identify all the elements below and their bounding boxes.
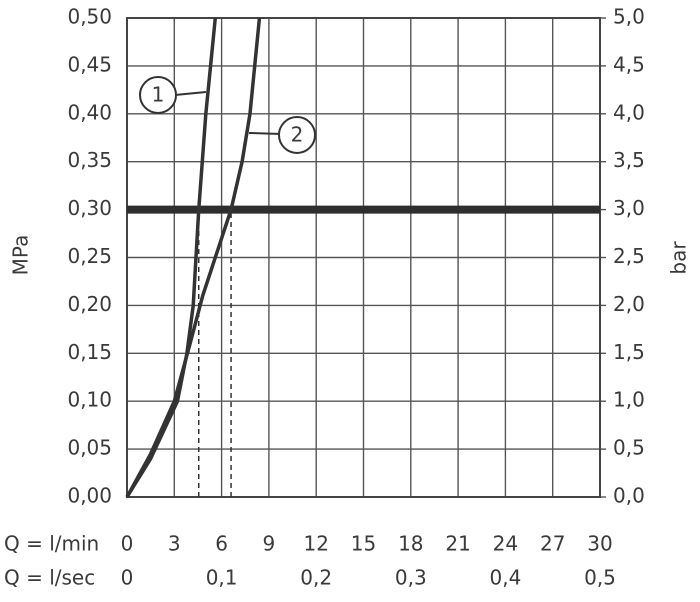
y2-tick-label: 4,0: [613, 100, 645, 124]
x-axis-label: Q = l/min: [4, 532, 99, 556]
x-tick-label: 27: [540, 532, 565, 556]
y2-tick-label: 2,0: [613, 292, 645, 316]
x-tick-label: 15: [351, 532, 376, 556]
x2-tick-label: 0,4: [489, 566, 521, 590]
x-tick-label: 0: [121, 532, 134, 556]
x2-tick-label: 0,1: [206, 566, 238, 590]
x2-axis-label: Q = l/sec: [4, 566, 95, 590]
y2-axis-label: bar: [667, 241, 691, 275]
y2-tick-label: 3,0: [613, 196, 645, 220]
y2-tick-label: 3,5: [613, 148, 645, 172]
y-tick-label: 0,25: [67, 244, 112, 268]
x-tick-label: 3: [168, 532, 181, 556]
y-tick-label: 0,15: [67, 340, 112, 364]
x2-tick-label: 0,2: [300, 566, 332, 590]
label-circle: [139, 76, 177, 114]
y-tick-label: 0,40: [67, 100, 112, 124]
y2-tick-label: 1,0: [613, 388, 645, 412]
series-label: 1: [152, 83, 165, 107]
line-series: [125, 17, 262, 498]
line-series: [125, 17, 218, 498]
y-tick-label: 0,50: [67, 5, 112, 29]
x-tick-label: 6: [215, 532, 228, 556]
y-axis-label: MPa: [9, 235, 33, 276]
x-tick-label: 24: [493, 532, 518, 556]
y2-tick-label: 2,5: [613, 244, 645, 268]
y-tick-label: 0,20: [67, 292, 112, 316]
y-tick-label: 0,00: [67, 484, 112, 508]
y2-tick-label: 5,0: [613, 5, 645, 29]
x2-tick-label: 0,5: [584, 566, 616, 590]
y-tick-label: 0,30: [67, 196, 112, 220]
y-tick-label: 0,35: [67, 148, 112, 172]
x-tick-label: 12: [303, 532, 328, 556]
y2-tick-label: 4,5: [613, 52, 645, 76]
x2-tick-label: 0: [121, 566, 134, 590]
series-label: 2: [291, 123, 304, 147]
x-tick-label: 21: [445, 532, 470, 556]
x-tick-label: 18: [398, 532, 423, 556]
y-tick-label: 0,45: [67, 52, 112, 76]
label-circle: [278, 116, 316, 154]
plot-border: [126, 17, 601, 498]
x-tick-label: 9: [263, 532, 276, 556]
x-tick-label: 30: [587, 532, 612, 556]
label-leader: [174, 91, 207, 96]
y2-tick-label: 1,5: [613, 340, 645, 364]
x2-tick-label: 0,3: [395, 566, 427, 590]
y2-tick-label: 0,5: [613, 436, 645, 460]
y-tick-label: 0,05: [67, 436, 112, 460]
y-tick-label: 0,10: [67, 388, 112, 412]
y2-tick-label: 0,0: [613, 484, 645, 508]
